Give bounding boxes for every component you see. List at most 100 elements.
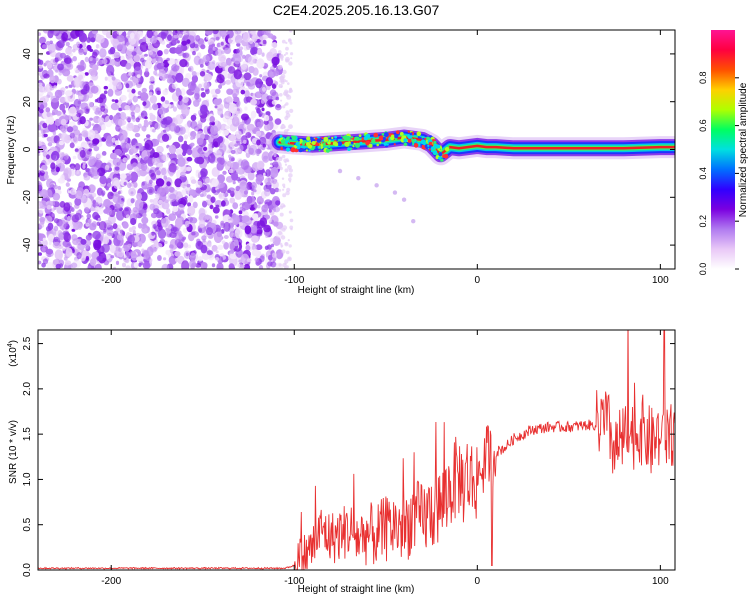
noise-blob (232, 180, 236, 185)
noise-fringe (281, 249, 286, 254)
noise-fringe (284, 163, 288, 166)
signal-speckle (298, 148, 303, 153)
noise-blob (235, 185, 241, 192)
noise-blob (182, 96, 189, 103)
signal-speckle (411, 138, 414, 141)
noise-fringe (281, 39, 286, 44)
noise-blob (148, 179, 153, 185)
noise-blob (130, 111, 135, 117)
noise-blob (247, 56, 255, 65)
noise-blob (256, 204, 261, 209)
snr-y-tick-label: 0.5 (22, 517, 33, 531)
noise-blob (162, 89, 169, 96)
noise-blob (135, 80, 139, 85)
noise-blob (160, 114, 165, 119)
signal-speckle (378, 135, 384, 141)
noise-blob (120, 94, 127, 102)
noise-blob (184, 220, 190, 228)
noise-blob (217, 244, 224, 250)
snr-x-tick-label: 100 (652, 576, 669, 587)
noise-blob (46, 154, 50, 160)
chart-title: C2E4.2025.205.16.13.G07 (273, 2, 440, 18)
noise-blob (263, 224, 271, 233)
noise-blob (83, 48, 88, 53)
noise-blob (195, 35, 201, 42)
noise-fringe (285, 41, 288, 45)
noise-blob (174, 178, 182, 188)
noise-blob (200, 44, 206, 50)
noise-blob (47, 42, 57, 53)
signal-speckle (324, 137, 328, 141)
noise-blob (65, 41, 70, 47)
noise-blob (235, 248, 243, 258)
noise-blob (215, 257, 220, 261)
noise-blob (215, 36, 220, 41)
noise-blob (76, 113, 82, 118)
noise-blob (50, 162, 56, 170)
noise-blob (50, 168, 55, 172)
noise-blob (236, 263, 241, 268)
noise-blob (103, 90, 108, 95)
noise-blob (139, 191, 148, 202)
noise-blob (223, 221, 231, 232)
noise-fringe (279, 166, 283, 171)
noise-blob (40, 97, 45, 102)
noise-blob (225, 96, 231, 103)
noise-blob (273, 70, 280, 77)
noise-blob (123, 257, 129, 263)
noise-blob (254, 91, 263, 99)
noise-blob (119, 111, 127, 121)
noise-blob (95, 263, 102, 269)
noise-fringe (280, 245, 283, 248)
signal-speckle (375, 134, 377, 137)
noise-fringe (287, 256, 292, 262)
noise-blob (166, 57, 170, 62)
noise-blob (260, 99, 265, 104)
noise-blob (253, 204, 258, 208)
noise-blob (203, 73, 213, 82)
noise-blob (259, 35, 264, 41)
noise-blob (142, 101, 147, 106)
noise-blob (47, 123, 57, 132)
noise-blob (160, 96, 166, 102)
noise-blob (182, 227, 188, 233)
noise-blob (109, 46, 116, 55)
noise-blob (215, 204, 220, 208)
noise-blob (65, 86, 69, 89)
noise-blob (114, 88, 123, 96)
noise-blob (272, 236, 281, 244)
noise-blob (177, 157, 186, 167)
noise-blob (228, 154, 232, 159)
noise-blob (271, 100, 277, 105)
noise-blob (75, 190, 83, 200)
noise-blob (136, 192, 143, 201)
noise-blob (210, 196, 216, 203)
noise-blob (133, 210, 139, 218)
noise-blob (240, 264, 245, 269)
spectrogram-y-tick-label: -20 (22, 190, 33, 205)
signal-speckle (290, 147, 296, 153)
noise-blob (256, 48, 263, 55)
noise-blob (114, 166, 120, 171)
signal-speckle (301, 148, 305, 152)
noise-blob (87, 101, 94, 109)
noise-blob (190, 142, 195, 147)
noise-blob (38, 180, 43, 191)
noise-blob (65, 247, 73, 257)
noise-blob (79, 116, 86, 125)
signal-speckle (416, 131, 422, 136)
noise-blob (222, 115, 230, 123)
noise-fringe (288, 177, 292, 182)
signal-speckle (403, 142, 408, 147)
signal-speckle (399, 131, 404, 136)
noise-blob (246, 258, 252, 263)
noise-fringe (289, 218, 294, 223)
noise-blob (191, 262, 197, 268)
signal-speckle (433, 140, 437, 145)
noise-blob (174, 251, 181, 257)
noise-blob (79, 32, 85, 41)
noise-blob (179, 200, 184, 205)
snr-y-tick-label: 2.0 (22, 381, 33, 395)
noise-blob (262, 195, 266, 199)
noise-blob (234, 30, 242, 35)
